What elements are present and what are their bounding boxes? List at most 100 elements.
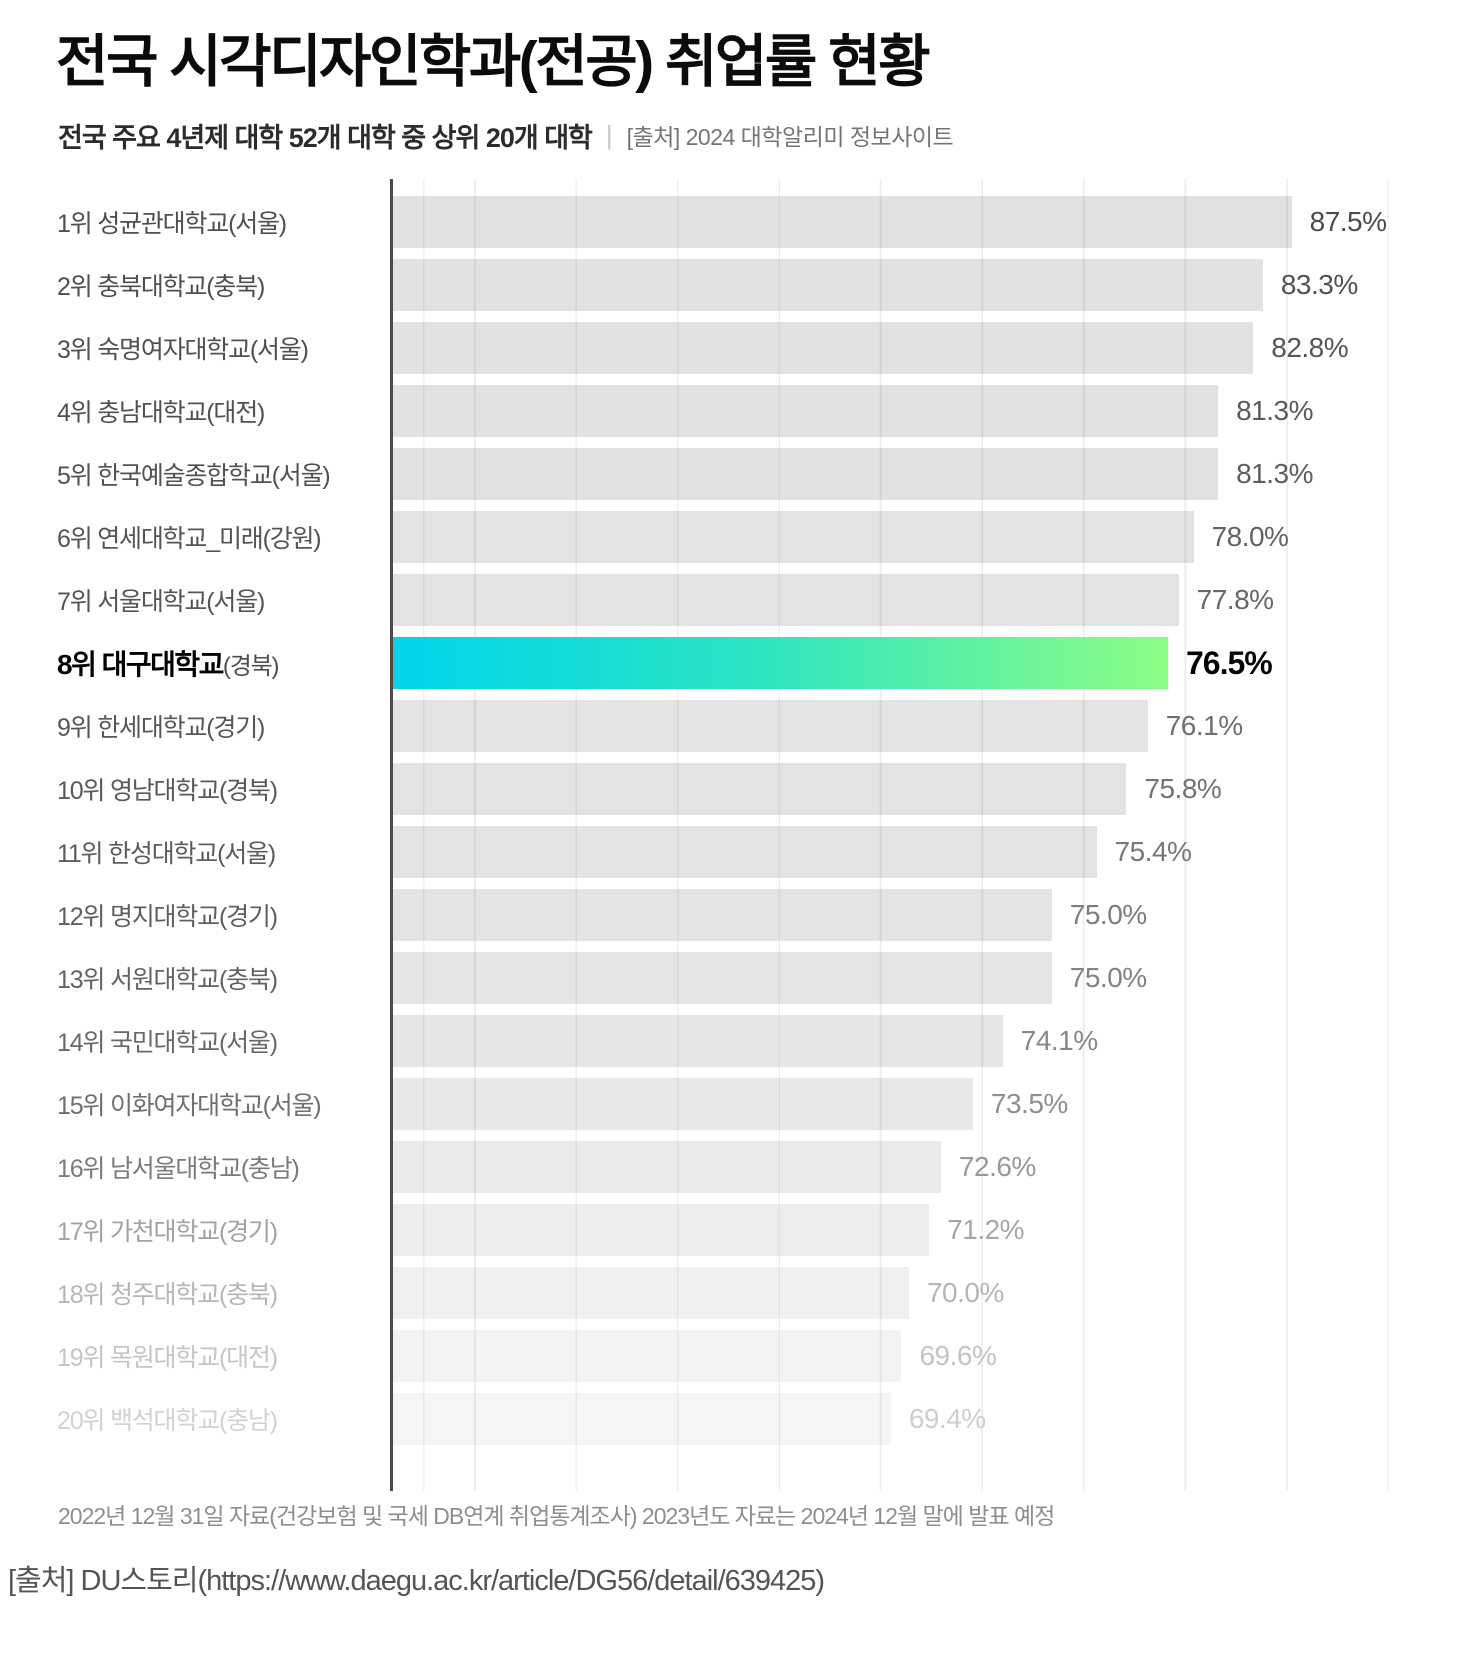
bar	[393, 1141, 941, 1194]
university-region: (경기)	[206, 714, 265, 743]
bar	[393, 574, 1179, 627]
value-label: 77.8%	[1196, 584, 1274, 616]
value-label: 71.2%	[947, 1214, 1025, 1246]
university-region: (서울)	[271, 462, 331, 491]
university-rank-name: 12위 명지대학교	[57, 903, 220, 932]
chart-row: 83.3%	[393, 254, 1459, 317]
university-rank-name: 9위 한세대학교	[57, 714, 207, 743]
row-label: 18위 청주대학교 (충북)	[57, 1262, 390, 1325]
chart-row: 75.4%	[393, 821, 1459, 884]
university-region: (경기)	[218, 1218, 278, 1247]
value-label: 73.5%	[990, 1088, 1068, 1120]
bar	[393, 637, 1168, 690]
subtitle-separator: |	[605, 119, 613, 150]
footnote: 2022년 12월 31일 자료(건강보험 및 국세 DB연계 취업통계조사) …	[58, 1502, 1055, 1529]
chart-row: 69.6%	[393, 1325, 1459, 1388]
value-label: 75.0%	[1069, 962, 1147, 994]
chart-row: 73.5%	[393, 1073, 1459, 1136]
chart-row: 69.4%	[393, 1388, 1459, 1451]
bar	[393, 826, 1097, 879]
university-rank-name: 20위 백석대학교	[57, 1407, 220, 1436]
bar	[393, 1015, 1003, 1068]
university-region: (서울)	[228, 210, 287, 239]
row-label: 7위 서울대학교 (서울)	[57, 569, 390, 632]
university-region: (서울)	[218, 1029, 278, 1058]
value-label: 75.0%	[1069, 899, 1147, 931]
subtitle-source: [출처] 2024 대학알리미 정보사이트	[626, 124, 954, 151]
university-region: (서울)	[206, 588, 265, 617]
value-label: 74.1%	[1020, 1025, 1098, 1057]
university-rank-name: 2위 충북대학교	[57, 273, 207, 302]
university-region: (서울)	[262, 1092, 322, 1121]
chart-row: 82.8%	[393, 317, 1459, 380]
row-label: 8위 대구대학교 (경북)	[57, 632, 390, 695]
chart-row: 74.1%	[393, 1010, 1459, 1073]
row-label: 6위 연세대학교_미래 (강원)	[57, 506, 390, 569]
university-rank-name: 6위 연세대학교_미래	[57, 525, 264, 554]
page-source: [출처] DU스토리(https://www.daegu.ac.kr/artic…	[8, 1564, 825, 1597]
university-rank-name: 4위 충남대학교	[57, 399, 207, 428]
plot-area: 87.5% 83.3% 82.8% 81.3% 81.3% 78.0% 77.8…	[390, 178, 1459, 1491]
university-region: (충북)	[218, 1281, 278, 1310]
value-label: 87.5%	[1309, 206, 1387, 238]
bar	[393, 763, 1127, 816]
university-rank-name: 5위 한국예술종합학교	[57, 462, 273, 491]
university-rank-name: 7위 서울대학교	[57, 588, 207, 617]
value-label: 75.4%	[1114, 836, 1192, 868]
bar	[393, 196, 1292, 249]
university-region: (대전)	[218, 1344, 278, 1373]
value-label: 69.4%	[908, 1403, 986, 1435]
page-title: 전국 시각디자인학과(전공) 취업률 현황	[56, 30, 931, 94]
value-label: 72.6%	[958, 1151, 1036, 1183]
subtitle-main: 전국 주요 4년제 대학 52개 대학 중 상위 20개 대학	[58, 122, 593, 153]
university-region: (대전)	[206, 399, 265, 428]
bar	[393, 385, 1219, 438]
value-label: 69.6%	[919, 1340, 997, 1372]
bar	[393, 1393, 891, 1446]
bar	[393, 511, 1194, 564]
bar	[393, 1078, 973, 1131]
university-region: (충북)	[218, 966, 278, 995]
row-label: 9위 한세대학교 (경기)	[57, 695, 390, 758]
value-label: 76.5%	[1185, 644, 1273, 681]
row-label: 2위 충북대학교 (충북)	[57, 254, 390, 317]
university-region: (서울)	[217, 840, 276, 869]
row-label: 19위 목원대학교 (대전)	[57, 1325, 390, 1388]
chart-row: 71.2%	[393, 1199, 1459, 1262]
value-label: 76.1%	[1165, 710, 1243, 742]
chart-row: 76.1%	[393, 695, 1459, 758]
value-label: 81.3%	[1236, 395, 1313, 427]
bar	[393, 889, 1052, 942]
row-label: 14위 국민대학교 (서울)	[57, 1010, 390, 1073]
chart-row: 81.3%	[393, 380, 1459, 443]
chart-row: 75.0%	[393, 884, 1459, 947]
university-rank-name: 14위 국민대학교	[57, 1029, 220, 1058]
row-label: 5위 한국예술종합학교 (서울)	[57, 443, 390, 506]
university-rank-name: 10위 영남대학교	[57, 777, 220, 806]
row-label: 3위 숙명여자대학교 (서울)	[57, 317, 390, 380]
university-rank-name: 16위 남서울대학교	[57, 1155, 242, 1184]
university-rank-name: 17위 가천대학교	[57, 1218, 220, 1247]
value-label: 75.8%	[1144, 773, 1222, 805]
university-rank-name: 13위 서원대학교	[57, 966, 220, 995]
chart-row: 87.5%	[393, 191, 1459, 254]
bar	[393, 1330, 902, 1383]
bar	[393, 448, 1219, 501]
bar	[393, 1204, 930, 1257]
chart-row: 81.3%	[393, 443, 1459, 506]
bar-chart: 1위 성균관대학교 (서울) 2위 충북대학교 (충북) 3위 숙명여자대학교 (서울…	[0, 178, 1459, 1491]
university-region: (경기)	[218, 903, 278, 932]
header: 전국 시각디자인학과(전공) 취업률 현황 전국 주요 4년제 대학 52개 대…	[0, 0, 1459, 155]
university-region: (서울)	[249, 336, 309, 365]
row-label: 11위 한성대학교 (서울)	[57, 821, 390, 884]
row-label: 20위 백석대학교 (충남)	[57, 1388, 390, 1451]
row-label: 13위 서원대학교 (충북)	[57, 947, 390, 1010]
row-label: 15위 이화여자대학교 (서울)	[57, 1073, 390, 1136]
university-rank-name: 15위 이화여자대학교	[57, 1092, 264, 1121]
row-label: 16위 남서울대학교 (충남)	[57, 1136, 390, 1199]
university-rank-name: 8위 대구대학교	[57, 649, 224, 681]
chart-row: 70.0%	[393, 1262, 1459, 1325]
university-region: (충남)	[240, 1155, 300, 1184]
row-label: 17위 가천대학교 (경기)	[57, 1199, 390, 1262]
bar	[393, 259, 1263, 312]
